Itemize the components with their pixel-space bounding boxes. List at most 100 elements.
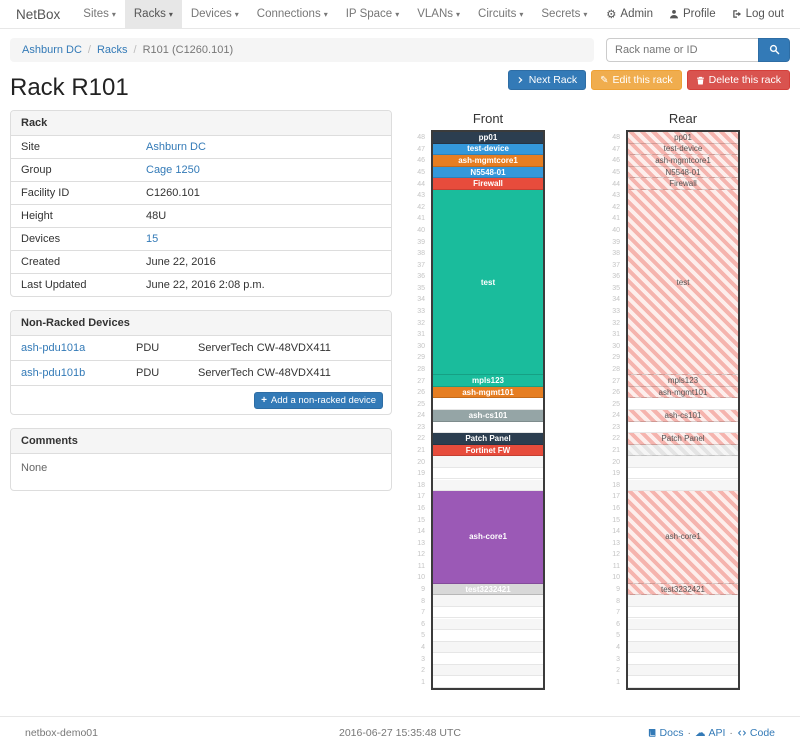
rear-unit-row-25 [628, 398, 738, 410]
nav-item-circuits[interactable]: Circuits ▾ [478, 8, 524, 20]
front-unit-number-5: 5 [421, 632, 425, 640]
front-unit-row-18 [433, 479, 543, 492]
next-rack-button[interactable]: Next Rack [507, 70, 587, 90]
front-rack-device-firewall[interactable]: Firewall [433, 178, 543, 190]
rear-rack-device-n5548-01[interactable]: N5548-01 [628, 166, 738, 179]
rear-unit-number-31: 31 [612, 331, 620, 339]
navbar-admin-link[interactable]: ⚙ Admin [606, 8, 654, 21]
rack-panel-title: Rack [11, 111, 391, 136]
rear-unit-number-8: 8 [616, 597, 620, 605]
footer-link-separator: · [729, 727, 733, 739]
navbar-profile-link[interactable]: Profile [669, 8, 716, 20]
rear-rack-device-fortinet-fw[interactable] [628, 444, 738, 457]
navbar-right: ⚙ Admin Profile Log out [606, 0, 800, 28]
front-rack-device-ash-cs101[interactable]: ash-cs101 [433, 410, 543, 422]
attr-label: Group [21, 164, 52, 176]
front-rack-device-ash-mgmt101[interactable]: ash-mgmt101 [433, 386, 543, 399]
nav-item-connections[interactable]: Connections ▾ [256, 8, 328, 20]
rear-rack-device-mpls123[interactable]: mpls123 [628, 375, 738, 387]
rear-rack-device-test[interactable]: test [628, 189, 738, 376]
front-unit-number-32: 32 [417, 319, 425, 327]
nav-item-sites[interactable]: Sites ▾ [83, 8, 116, 20]
rear-unit-number-1: 1 [616, 678, 620, 686]
device-name-link[interactable]: ash-pdu101b [21, 367, 86, 379]
rear-unit-number-6: 6 [616, 620, 620, 628]
edit-this-rack-button[interactable]: ✎ Edit this rack [591, 70, 682, 90]
rear-rack-device-pp01[interactable]: pp01 [628, 132, 738, 144]
front-rack-device-pp01[interactable]: pp01 [433, 132, 543, 144]
footer-api-link[interactable]: ☁ API [694, 727, 726, 739]
nav-item-ip-space[interactable]: IP Space ▾ [345, 8, 400, 20]
caret-down-icon: ▾ [519, 10, 524, 19]
page-title: Rack R101 [10, 74, 129, 101]
rear-unit-row-6 [628, 618, 738, 631]
rear-unit-number-37: 37 [612, 261, 620, 269]
front-unit-number-26: 26 [417, 389, 425, 397]
rear-rack: pp01 test-device ash-mgmtcore1 N5548-01 Fire… [626, 130, 740, 690]
front-rack-device-ash-mgmtcore1[interactable]: ash-mgmtcore1 [433, 155, 543, 167]
rear-unit-number-48: 48 [612, 134, 620, 142]
nonracked-panel: Non-Racked Devices ash-pdu101a PDU ServerT… [10, 310, 392, 415]
breadcrumb-item-ashburn-dc[interactable]: Ashburn DC [22, 44, 82, 56]
rear-unit-number-38: 38 [612, 250, 620, 258]
front-unit-number-22: 22 [417, 435, 425, 443]
search-button[interactable] [758, 38, 790, 62]
footer-docs-link[interactable]: Docs [647, 727, 683, 739]
rear-unit-number-30: 30 [612, 342, 620, 350]
navbar-log-out-link[interactable]: Log out [732, 8, 784, 20]
front-rack-device-patch-panel[interactable]: Patch Panel [433, 433, 543, 445]
comments-panel-title: Comments [11, 429, 391, 454]
attr-value[interactable]: Cage 1250 [146, 164, 200, 176]
rear-unit-number-35: 35 [612, 284, 620, 292]
device-role: PDU [136, 342, 160, 354]
front-unit-number-47: 47 [417, 145, 425, 153]
front-unit-number-8: 8 [421, 597, 425, 605]
front-unit-number-33: 33 [417, 308, 425, 316]
rack-attr-last-updated: Last Updated June 22, 2016 2:08 p.m. [11, 273, 391, 296]
nav-item-vlans[interactable]: VLANs ▾ [417, 8, 461, 20]
rear-rack-device-firewall[interactable]: Firewall [628, 178, 738, 190]
left-column: Rack Site Ashburn DC Group Cage 1250 Facilit… [10, 110, 392, 504]
front-rack-device-n5548-01[interactable]: N5548-01 [433, 166, 543, 179]
rear-rack-device-test3232421[interactable]: test3232421 [628, 583, 738, 596]
search-input[interactable] [606, 38, 758, 62]
attr-value[interactable]: Ashburn DC [146, 141, 206, 153]
footer-timestamp: 2016-06-27 15:35:48 UTC [339, 727, 461, 739]
rear-unit-number-41: 41 [612, 215, 620, 223]
footer-code-link[interactable]: Code [737, 727, 775, 739]
rear-rack-device-ash-mgmt101[interactable]: ash-mgmt101 [628, 386, 738, 399]
rear-rack-device-patch-panel[interactable]: Patch Panel [628, 433, 738, 445]
rear-unit-number-15: 15 [612, 516, 620, 524]
front-rack-device-mpls123[interactable]: mpls123 [433, 375, 543, 387]
front-rack-device-ash-core1[interactable]: ash-core1 [433, 491, 543, 584]
front-unit-number-40: 40 [417, 226, 425, 234]
attr-value: June 22, 2016 2:08 p.m. [146, 279, 265, 291]
front-rack-device-fortinet-fw[interactable]: Fortinet FW [433, 444, 543, 457]
nav-item-racks[interactable]: Racks ▾ [124, 0, 182, 28]
nav-item-devices[interactable]: Devices ▾ [190, 8, 239, 20]
rear-rack-device-ash-mgmtcore1[interactable]: ash-mgmtcore1 [628, 155, 738, 167]
rear-rack-device-ash-cs101[interactable]: ash-cs101 [628, 410, 738, 422]
brand-logo[interactable]: NetBox [16, 6, 61, 22]
page-footer: netbox-demo01 2016-06-27 15:35:48 UTC Do… [0, 716, 800, 753]
front-unit-row-3 [433, 653, 543, 665]
rear-unit-number-36: 36 [612, 273, 620, 281]
attr-value[interactable]: 15 [146, 233, 159, 245]
front-rack-device-test-device[interactable]: test-device [433, 143, 543, 156]
add-nonracked-device-button[interactable]: + Add a non-racked device [254, 392, 383, 409]
footer-links: Docs · ☁ API · Code [525, 727, 775, 739]
rear-rack-device-test-device[interactable]: test-device [628, 143, 738, 156]
front-rack-device-test3232421[interactable]: test3232421 [433, 583, 543, 596]
delete-this-rack-button[interactable]: Delete this rack [686, 70, 790, 90]
nav-item-secrets[interactable]: Secrets ▾ [541, 8, 588, 20]
rear-rack-device-ash-core1[interactable]: ash-core1 [628, 491, 738, 584]
rear-unit-number-45: 45 [612, 169, 620, 177]
front-unit-number-24: 24 [417, 412, 425, 420]
breadcrumb-item-racks[interactable]: Racks [96, 44, 128, 56]
front-unit-number-12: 12 [417, 551, 425, 559]
breadcrumb: Ashburn DC / Racks / R101 (C1260.101) [10, 38, 594, 62]
rear-unit-row-19 [628, 467, 738, 480]
front-rack-device-test[interactable]: test [433, 189, 543, 376]
rear-unit-number-16: 16 [612, 504, 620, 512]
device-name-link[interactable]: ash-pdu101a [21, 342, 86, 354]
